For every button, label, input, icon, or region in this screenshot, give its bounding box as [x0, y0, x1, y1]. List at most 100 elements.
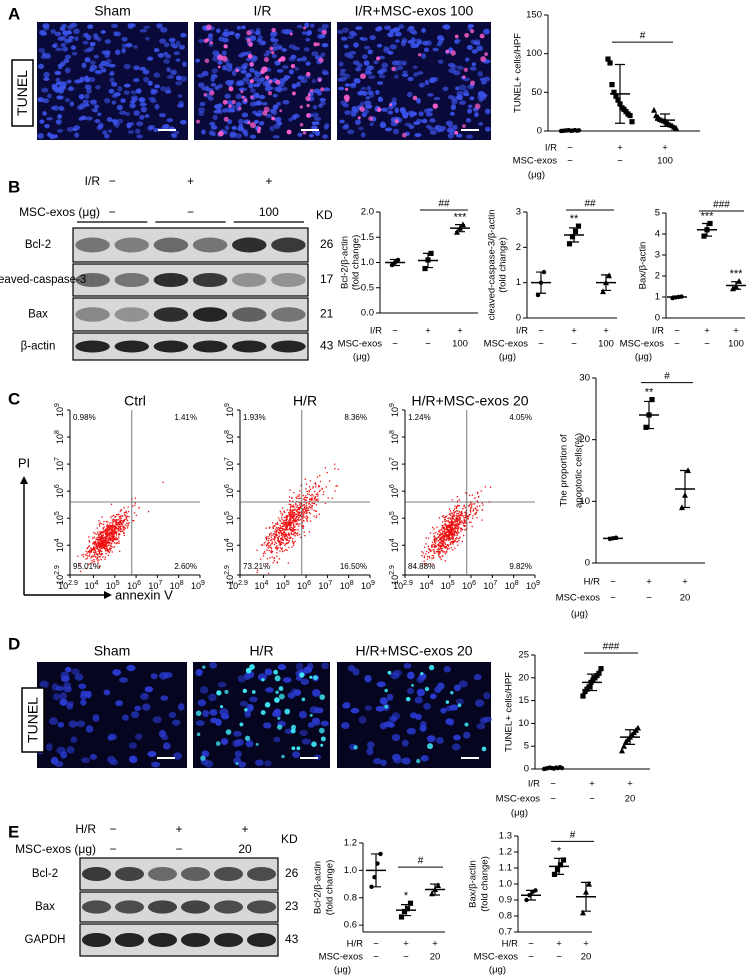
nucleus [198, 82, 205, 88]
event [438, 534, 441, 536]
positive-nucleus [238, 106, 242, 111]
nucleus [235, 738, 244, 746]
event [101, 540, 104, 543]
flow-tick-label: 105 [441, 580, 455, 592]
event [305, 510, 307, 512]
nucleus [399, 107, 406, 111]
event [435, 531, 437, 534]
event [285, 526, 287, 528]
event [303, 513, 305, 515]
tick-exponent: 8 [54, 430, 61, 434]
event [311, 506, 313, 508]
event [114, 516, 116, 518]
event [282, 539, 284, 541]
event [442, 533, 444, 535]
nucleus [45, 743, 53, 751]
event [303, 531, 305, 533]
event [449, 513, 451, 515]
nucleus [55, 685, 65, 692]
event [123, 513, 126, 516]
nucleus [273, 38, 279, 43]
nucleus [93, 33, 99, 38]
nucleus [261, 101, 268, 106]
nucleus [387, 110, 394, 115]
event [460, 514, 462, 516]
event [458, 499, 461, 501]
event [305, 509, 307, 511]
tick-base: 10 [225, 515, 235, 525]
event [441, 550, 443, 552]
event [305, 512, 308, 515]
event [100, 542, 103, 545]
nucleus [366, 65, 374, 71]
nucleus [258, 94, 266, 100]
event [106, 535, 108, 538]
nucleus [337, 29, 344, 35]
event [444, 532, 446, 535]
event [442, 545, 444, 547]
event [452, 530, 454, 532]
event [463, 504, 465, 507]
event [270, 539, 272, 542]
event [93, 549, 95, 551]
event [313, 502, 315, 505]
event [440, 542, 442, 544]
positive-nucleus [257, 126, 262, 131]
event [313, 515, 315, 517]
nucleus [248, 82, 254, 89]
nucleus [177, 94, 183, 98]
data-point [629, 119, 635, 125]
event [308, 486, 311, 488]
band [271, 272, 306, 288]
nucleus [162, 742, 171, 750]
blot-bg [72, 297, 309, 332]
event [457, 518, 459, 520]
nucleus [353, 60, 360, 65]
event [438, 543, 440, 545]
event [105, 529, 108, 531]
error-bar [430, 883, 440, 896]
event [280, 522, 283, 524]
nucleus [241, 25, 246, 30]
flow-tick-label: 107 [148, 580, 162, 592]
event [286, 523, 288, 525]
event [100, 544, 102, 547]
event [298, 511, 301, 513]
condition-value: − [617, 156, 623, 167]
event [284, 516, 287, 518]
event [294, 511, 296, 514]
event [99, 542, 101, 545]
event [94, 550, 97, 552]
blot-bg [79, 891, 279, 923]
quadrant-value: 2.60% [174, 562, 197, 571]
event [277, 539, 280, 541]
event [109, 533, 111, 535]
event [280, 532, 283, 534]
event [108, 550, 110, 552]
positive-nucleus [391, 66, 396, 72]
nucleus [340, 100, 348, 106]
nucleus [95, 70, 103, 75]
event [92, 563, 95, 565]
condition-unit: (μg) [334, 965, 351, 976]
event [442, 540, 444, 542]
event [287, 539, 289, 542]
error-bar [680, 469, 690, 509]
event [451, 542, 454, 544]
event [449, 533, 451, 535]
event [281, 514, 283, 517]
event [444, 519, 446, 521]
y-axis-label: TUNEL+ cells/HPF [504, 672, 515, 752]
event [280, 534, 283, 537]
event [98, 541, 100, 543]
data-point [736, 278, 742, 284]
nucleus [429, 693, 437, 700]
event [308, 498, 311, 501]
condition-value: − [556, 952, 562, 963]
y-tick-label: 0 [655, 313, 660, 324]
flow-title: H/R+MSC-exos 20 [411, 393, 528, 409]
nucleus [37, 63, 45, 70]
nucleus [305, 37, 311, 42]
event [292, 516, 294, 518]
event [293, 544, 295, 546]
